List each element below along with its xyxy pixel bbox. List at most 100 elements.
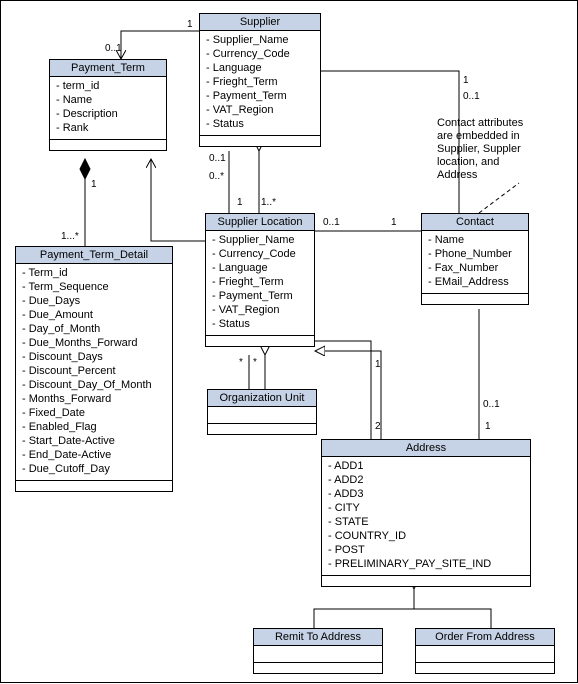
diagram-canvas: Supplier - Supplier_Name- Currency_Code-…: [0, 0, 578, 683]
note-line: Address: [437, 169, 557, 182]
mult: 0..1: [463, 91, 480, 102]
note-line: Supplier, Suppler: [437, 143, 557, 156]
class-attrs: - term_id- Name- Description- Rank: [50, 77, 166, 140]
class-attr: - POST: [328, 543, 526, 557]
class-attr: - Frieght_Term: [212, 275, 310, 289]
class-attr: - End_Date-Active: [22, 448, 168, 462]
class-attr: - Term_Sequence: [22, 280, 168, 294]
class-ops: [50, 140, 166, 150]
class-attr: - STATE: [328, 515, 526, 529]
class-attr: - Supplier_Name: [212, 233, 310, 247]
mult: *: [239, 357, 243, 368]
class-attr: - Currency_Code: [212, 247, 310, 261]
class-title: Payment_Term: [50, 60, 166, 77]
class-title: Address: [322, 440, 530, 457]
class-order-from-address: Order From Address: [415, 628, 555, 674]
class-attr: - Due_Months_Forward: [22, 336, 168, 350]
class-payment-term: Payment_Term - term_id- Name- Descriptio…: [49, 59, 167, 151]
class-attr: - Discount_Days: [22, 350, 168, 364]
class-attr: - ADD1: [328, 459, 526, 473]
class-attr: - Description: [56, 107, 162, 121]
class-ops: [200, 136, 320, 146]
class-contact: Contact - Name- Phone_Number- Fax_Number…: [421, 213, 529, 305]
note-contact: Contact attributesare embedded inSupplie…: [437, 117, 557, 182]
class-address: Address - ADD1- ADD2- ADD3- CITY- STATE-…: [321, 439, 531, 587]
mult: 1: [375, 359, 381, 370]
class-attr: - Fax_Number: [428, 261, 524, 275]
mult: 1: [91, 179, 97, 190]
class-attr: - Status: [212, 317, 310, 331]
class-attr: - Fixed_Date: [22, 406, 168, 420]
class-title: Supplier Location: [206, 214, 314, 231]
class-ops: [208, 424, 316, 434]
class-attr: - term_id: [56, 79, 162, 93]
class-attrs: - Supplier_Name- Currency_Code- Language…: [206, 231, 314, 336]
mult: 1: [485, 421, 491, 432]
class-ops: [254, 663, 382, 673]
class-supplier: Supplier - Supplier_Name- Currency_Code-…: [199, 13, 321, 147]
class-remit-to-address: Remit To Address: [253, 628, 383, 674]
mult: 1: [391, 217, 397, 228]
class-ops: [322, 576, 530, 586]
class-attr: - Frieght_Term: [206, 75, 316, 89]
class-attr: - Status: [206, 117, 316, 131]
class-attr: - VAT_Region: [212, 303, 310, 317]
class-attr: - Day_of_Month: [22, 322, 168, 336]
class-attr: - Discount_Percent: [22, 364, 168, 378]
class-attr: - Phone_Number: [428, 247, 524, 261]
class-attrs: - Supplier_Name- Currency_Code- Language…: [200, 31, 320, 136]
class-title: Contact: [422, 214, 528, 231]
class-title: Organization Unit: [208, 390, 316, 407]
mult: 0..1: [483, 399, 500, 410]
class-payment-term-detail: Payment_Term_Detail - Term_id- Term_Sequ…: [15, 246, 173, 492]
class-attrs: [416, 646, 554, 663]
class-attr: - Name: [56, 93, 162, 107]
class-attrs: - ADD1- ADD2- ADD3- CITY- STATE- COUNTRY…: [322, 457, 530, 576]
class-attr: - ADD3: [328, 487, 526, 501]
mult: 0..1: [105, 43, 122, 54]
class-attr: - Language: [212, 261, 310, 275]
mult: 1: [237, 197, 243, 208]
mult: 0..*: [209, 171, 224, 182]
class-ops: [206, 336, 314, 346]
class-attr: - Language: [206, 61, 316, 75]
class-ops: [16, 481, 172, 491]
class-attr: - Term_id: [22, 266, 168, 280]
class-attrs: - Name- Phone_Number- Fax_Number- EMail_…: [422, 231, 528, 294]
class-attr: - VAT_Region: [206, 103, 316, 117]
mult: 1: [463, 75, 469, 86]
class-organization-unit: Organization Unit: [207, 389, 317, 435]
class-title: Payment_Term_Detail: [16, 247, 172, 264]
mult: 1: [187, 19, 193, 30]
note-line: are embedded in: [437, 130, 557, 143]
class-title: Remit To Address: [254, 629, 382, 646]
class-attr: - Discount_Day_Of_Month: [22, 378, 168, 392]
class-attr: - Currency_Code: [206, 47, 316, 61]
class-attr: - Due_Days: [22, 294, 168, 308]
note-line: Contact attributes: [437, 117, 557, 130]
note-line: location, and: [437, 156, 557, 169]
class-attr: - ADD2: [328, 473, 526, 487]
class-attr: - Payment_Term: [206, 89, 316, 103]
class-attr: - EMail_Address: [428, 275, 524, 289]
class-attr: - Name: [428, 233, 524, 247]
class-attr: - Months_Forward: [22, 392, 168, 406]
mult: 1...*: [61, 231, 79, 242]
class-attrs: [254, 646, 382, 663]
class-attr: - Start_Date-Active: [22, 434, 168, 448]
class-attrs: [208, 407, 316, 424]
class-ops: [416, 663, 554, 673]
class-attr: - Payment_Term: [212, 289, 310, 303]
class-attr: - CITY: [328, 501, 526, 515]
mult: 0..1: [209, 153, 226, 164]
class-supplier-location: Supplier Location - Supplier_Name- Curre…: [205, 213, 315, 347]
class-attr: - Enabled_Flag: [22, 420, 168, 434]
class-ops: [422, 294, 528, 304]
class-attr: - Supplier_Name: [206, 33, 316, 47]
mult: 1..*: [261, 197, 276, 208]
class-title: Supplier: [200, 14, 320, 31]
class-attr: - PRELIMINARY_PAY_SITE_IND: [328, 557, 526, 571]
class-attr: - Due_Cutoff_Day: [22, 462, 168, 476]
class-attrs: - Term_id- Term_Sequence- Due_Days - Due_…: [16, 264, 172, 481]
class-title: Order From Address: [416, 629, 554, 646]
